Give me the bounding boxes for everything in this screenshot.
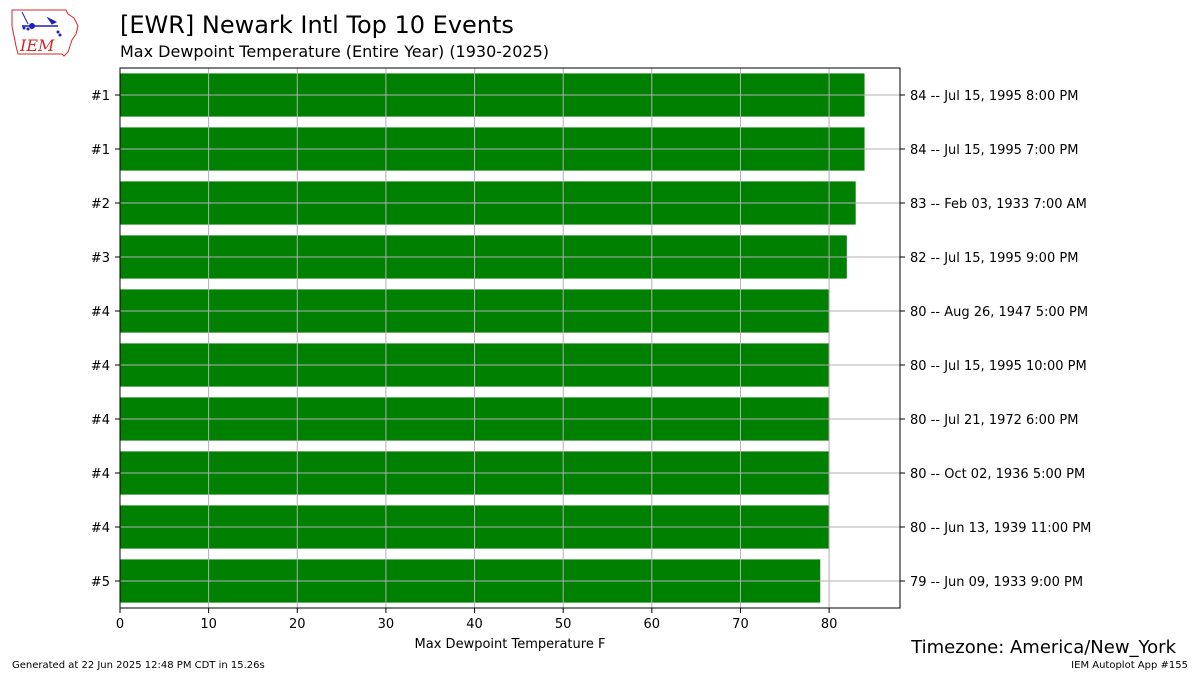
event-label: 79 -- Jun 09, 1933 9:00 PM — [910, 575, 1083, 590]
logo-text: IEM — [19, 36, 55, 55]
event-label: 80 -- Aug 26, 1947 5:00 PM — [910, 305, 1088, 320]
rank-label: #2 — [91, 197, 110, 212]
event-label: 80 -- Jul 21, 1972 6:00 PM — [910, 413, 1078, 428]
x-tick-label: 20 — [289, 617, 306, 632]
event-label: 82 -- Jul 15, 1995 9:00 PM — [910, 251, 1078, 266]
weather-station-icon — [21, 11, 62, 37]
app-id-note: IEM Autoplot App #155 — [1071, 660, 1188, 671]
timezone-label: Timezone: America/New_York — [911, 637, 1176, 658]
rank-label: #4 — [91, 467, 110, 482]
rank-label: #1 — [91, 89, 110, 104]
event-label: 80 -- Oct 02, 1936 5:00 PM — [910, 467, 1085, 482]
x-tick-label: 80 — [821, 617, 838, 632]
rank-label: #1 — [91, 143, 110, 158]
plot-frame — [119, 67, 901, 609]
rank-label: #4 — [91, 359, 110, 374]
x-tick-label: 40 — [466, 617, 483, 632]
iowa-outline-icon — [11, 9, 79, 57]
event-label: 80 -- Jul 15, 1995 10:00 PM — [910, 359, 1087, 374]
x-tick-label: 50 — [555, 617, 572, 632]
chart-title: [EWR] Newark Intl Top 10 Events — [120, 11, 514, 39]
chart-subtitle: Max Dewpoint Temperature (Entire Year) (… — [120, 42, 550, 61]
rank-label: #4 — [91, 305, 110, 320]
event-label: 83 -- Feb 03, 1933 7:00 AM — [910, 197, 1087, 212]
x-tick-label: 10 — [200, 617, 217, 632]
event-label: 80 -- Jun 13, 1939 11:00 PM — [910, 521, 1091, 536]
x-tick-label: 0 — [116, 617, 124, 632]
rank-label: #3 — [91, 251, 110, 266]
event-label: 84 -- Jul 15, 1995 8:00 PM — [910, 89, 1078, 104]
generated-note: Generated at 22 Jun 2025 12:48 PM CDT in… — [12, 660, 265, 671]
x-tick-label: 60 — [644, 617, 661, 632]
x-tick-label: 30 — [378, 617, 395, 632]
x-axis-title: Max Dewpoint Temperature F — [415, 637, 606, 652]
rank-label: #4 — [91, 521, 110, 536]
iem-logo: IEM — [11, 9, 79, 57]
event-label: 84 -- Jul 15, 1995 7:00 PM — [910, 143, 1078, 158]
rank-label: #5 — [91, 575, 110, 590]
rank-label: #4 — [91, 413, 110, 428]
x-tick-label: 70 — [732, 617, 749, 632]
